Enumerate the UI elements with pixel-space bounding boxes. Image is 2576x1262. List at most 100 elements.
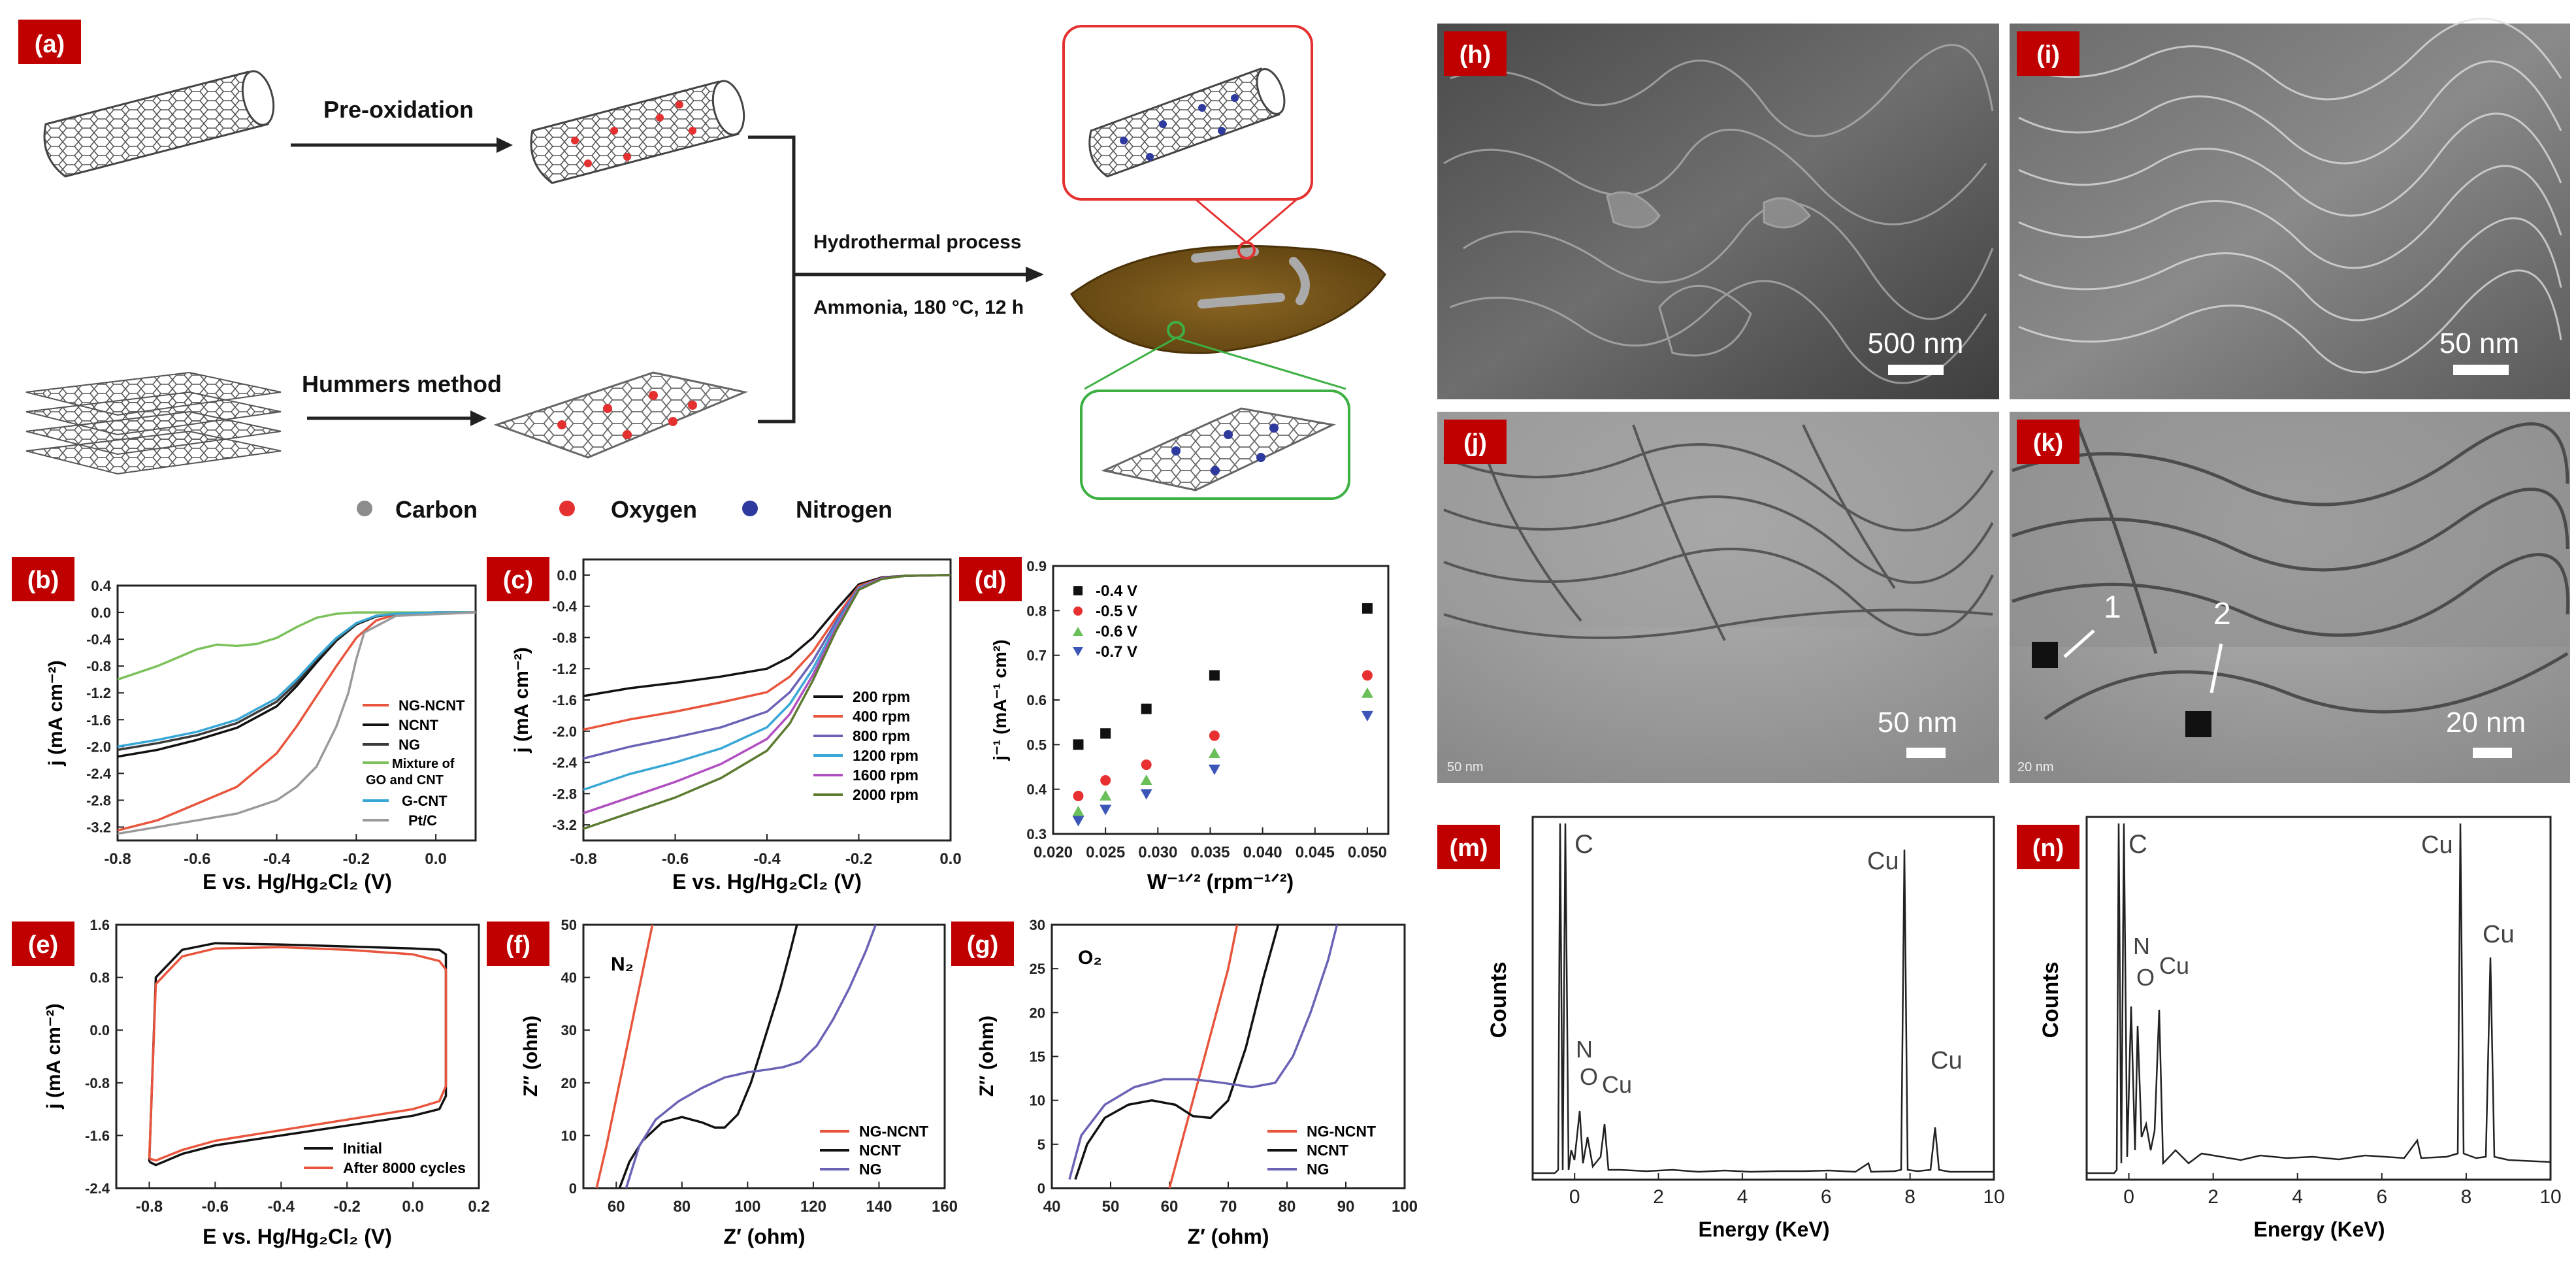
panel-j-tag-bg: [1444, 420, 1507, 464]
series-e: [148, 942, 448, 1167]
x-tick-label: -0.6: [202, 1198, 229, 1216]
x-tick-label: 80: [1279, 1198, 1296, 1216]
x-tick-label: 0.035: [1190, 844, 1230, 861]
data-point-d-2-2: [1140, 774, 1152, 785]
scale-label-i: 50 nm: [2439, 327, 2519, 359]
x-tick-label: -0.6: [184, 850, 210, 868]
x-tick-label: 0.0: [425, 850, 446, 868]
panel-b-tag: (b): [27, 567, 59, 594]
series-g: [1068, 924, 1339, 1189]
y-tick-label: -2.4: [85, 1180, 110, 1197]
marker-label-2: 2: [2213, 597, 2231, 631]
y-tick-label: -0.4: [552, 599, 578, 615]
panel-j: (j) 50 nm 50 nm: [1437, 412, 1999, 783]
series-b: [117, 611, 476, 835]
x-tick-label: 0.020: [1034, 844, 1073, 861]
peak-label-n-C: C: [2128, 830, 2147, 859]
y-tick-label: -1.6: [552, 692, 577, 708]
plot-frame-d: [1052, 565, 1390, 835]
panel-m-tag: (m): [1449, 835, 1488, 862]
series-line-g-1: [1074, 924, 1280, 1180]
data-point-d-3-0: [1072, 816, 1084, 827]
atom-legend: Carbon Oxygen Nitrogen: [357, 496, 892, 523]
ylabel-d: j⁻¹ (mA⁻¹ cm²): [990, 639, 1010, 761]
peak-label-n-N: N: [2133, 933, 2150, 959]
y-tick-label: -1.2: [86, 685, 111, 701]
legend-c: 200 rpm 400 rpm 800 rpm 1200 rpm 1600 rp…: [813, 688, 919, 803]
arrow-head-icon: [497, 137, 513, 153]
x-tick-label: -0.4: [268, 1198, 295, 1216]
y-tick-label: -1.6: [86, 712, 111, 728]
arrow-1-icon: [2063, 629, 2095, 658]
tem-texture-k: [2012, 422, 2570, 721]
panel-n-tag-bg: [2017, 825, 2079, 869]
xlabel-d: W⁻¹ᐟ² (rpm⁻¹ᐟ²): [1147, 870, 1294, 893]
x-tick-label: 40: [1043, 1198, 1061, 1216]
y-tick-label: -2.8: [552, 786, 577, 802]
panel-a-tag: (a): [35, 31, 65, 58]
x-tick-label: -0.2: [845, 850, 872, 868]
y-tick-label: 0.0: [557, 567, 577, 584]
y-tick-label: 10: [1030, 1093, 1045, 1109]
y-tick-label: 0.7: [1026, 648, 1047, 664]
x-tick-label: 2: [2208, 1186, 2219, 1208]
spectrum-n: [2087, 823, 2551, 1174]
y-tick-label: 1.6: [90, 917, 110, 933]
peak-label-m-Cu2: Cu: [1867, 848, 1899, 875]
x-tick-label: 0.040: [1243, 844, 1282, 861]
ticks-b: -0.8 -0.6 -0.4 -0.2 0.0 0.4 0.0 -0.4 -0.8 -1.2 -1.…: [86, 578, 447, 868]
panel-h: (h) 500 nm: [1437, 24, 1999, 399]
legend-e: Initial After 8000 cycles: [304, 1140, 466, 1176]
x-tick-label: 10: [1983, 1186, 2004, 1208]
carbon-dot-icon: [357, 501, 372, 516]
composite-sheet-illustration: [1069, 198, 1386, 390]
y-tick-label: 0.9: [1026, 558, 1047, 574]
panel-m-tag-bg: [1437, 825, 1500, 869]
sem-texture-h: [1443, 44, 1994, 384]
legend-b-2: NG: [399, 737, 420, 753]
x-tick-label: -0.4: [263, 850, 291, 868]
peak-label-m-Cu1: Cu: [1602, 1071, 1632, 1098]
panel-c: (c) -0.8 -0.6 -0.4 -0.2 0.0 0.0 -0.4 -0.8 -1.2 -1…: [487, 557, 962, 893]
peak-label-n-Cu3: Cu: [2483, 921, 2515, 948]
data-point-d-3-3: [1208, 764, 1220, 775]
y-tick-label: -0.8: [86, 658, 111, 674]
y-tick-label: -0.4: [86, 631, 112, 648]
label-conditions: Ammonia, 180 °C, 12 h: [813, 297, 1024, 318]
y-tick-label: 0.5: [1026, 737, 1047, 753]
series-line-b-3: [117, 611, 476, 681]
legend-d-0: -0.4 V: [1096, 582, 1137, 600]
graphite-stack-illustration: [25, 371, 282, 475]
x-tick-label: 100: [1392, 1198, 1418, 1216]
peak-label-n-Cu2: Cu: [2421, 831, 2453, 859]
y-tick-label: 0.4: [1026, 782, 1047, 798]
series-c: [583, 574, 951, 830]
y-tick-label: 0.3: [1026, 826, 1047, 842]
series-line-c-5: [583, 574, 951, 830]
scale-bar-k: [2473, 748, 2512, 758]
series-line-g-2: [1068, 924, 1339, 1180]
panel-i-tag: (i): [2036, 41, 2060, 69]
y-tick-label: -0.8: [552, 629, 577, 646]
x-tick-label: -0.8: [570, 850, 596, 868]
x-tick-label: 4: [2292, 1186, 2303, 1208]
micro-scale-j: 50 nm: [1447, 760, 1484, 774]
series-line-f-2: [625, 924, 877, 1189]
data-point-d-1-0: [1073, 790, 1084, 801]
scale-label-h: 500 nm: [1868, 327, 1964, 359]
ticks-e: -0.8 -0.6 -0.4 -0.2 0.0 0.2 1.6 0.8 0.0 -0.8 -1.6 -…: [85, 917, 490, 1216]
ylabel-m: Counts: [1486, 961, 1511, 1038]
data-point-d-0-4: [1361, 603, 1373, 614]
sem-texture-i: [2018, 18, 2562, 374]
data-point-d-3-2: [1140, 789, 1152, 800]
tem-texture-j: [1443, 424, 1994, 641]
ticks-d: 0.020 0.025 0.030 0.035 0.040 0.045 0.050 0.9 0.…: [1026, 558, 1387, 861]
xlabel-n: Energy (KeV): [2254, 1218, 2385, 1241]
graphene-oxide-illustration: [493, 371, 749, 459]
y-tick-label: 50: [561, 917, 577, 933]
panel-k-tag-bg: [2017, 420, 2079, 464]
panel-b: (b) -0.8 -0.6 -0.4 -0.2 0.0 0.4 0.0 -0.4 -0.8 -1.…: [12, 557, 477, 893]
x-tick-label: 70: [1220, 1198, 1237, 1216]
